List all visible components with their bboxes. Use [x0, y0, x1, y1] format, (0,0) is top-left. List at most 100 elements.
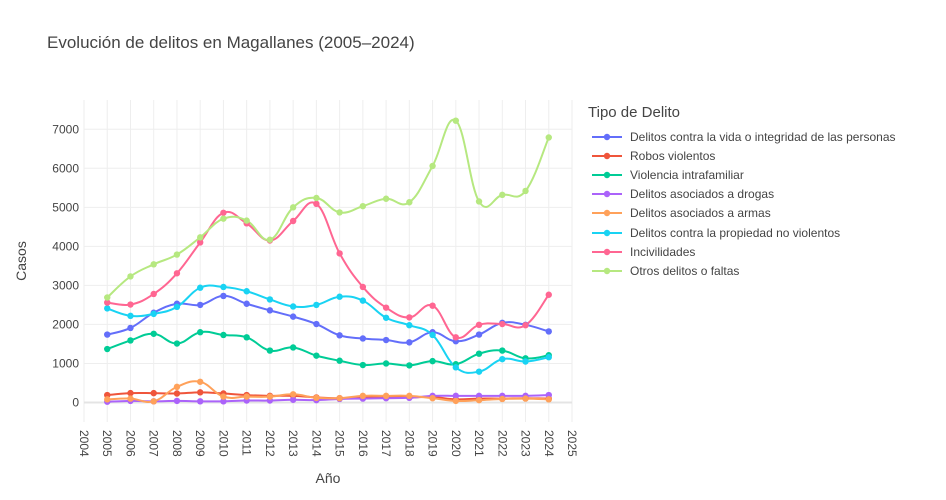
data-point[interactable] — [406, 362, 413, 369]
data-point[interactable] — [359, 392, 367, 400]
data-point[interactable] — [406, 199, 413, 206]
data-point[interactable] — [289, 204, 297, 211]
data-point[interactable] — [289, 313, 297, 320]
data-point[interactable] — [266, 307, 274, 314]
data-point[interactable] — [382, 336, 390, 344]
data-point[interactable] — [173, 397, 181, 405]
data-point[interactable] — [359, 202, 367, 210]
data-point[interactable] — [359, 283, 367, 291]
data-point[interactable] — [127, 324, 134, 332]
data-point[interactable] — [104, 305, 111, 312]
data-point[interactable] — [196, 378, 204, 385]
data-point[interactable] — [406, 339, 413, 346]
data-point[interactable] — [313, 320, 320, 328]
data-point[interactable] — [220, 331, 227, 339]
data-point[interactable] — [313, 194, 320, 202]
data-point[interactable] — [127, 389, 134, 397]
legend-item[interactable]: Delitos contra la vida o integridad de l… — [588, 127, 896, 146]
data-point[interactable] — [545, 134, 552, 141]
data-point[interactable] — [313, 301, 320, 309]
data-point[interactable] — [104, 345, 111, 353]
data-point[interactable] — [499, 320, 506, 328]
data-point[interactable] — [452, 392, 460, 400]
data-point[interactable] — [196, 389, 204, 396]
data-point[interactable] — [382, 195, 390, 202]
data-point[interactable] — [104, 294, 111, 301]
data-point[interactable] — [104, 331, 111, 338]
data-point[interactable] — [220, 398, 227, 405]
data-point[interactable] — [452, 364, 460, 371]
data-point[interactable] — [336, 357, 343, 364]
data-point[interactable] — [382, 392, 390, 400]
data-point[interactable] — [382, 304, 390, 311]
data-point[interactable] — [220, 215, 227, 222]
data-point[interactable] — [243, 217, 250, 224]
legend-item[interactable]: Delitos contra la propiedad no violentos — [588, 223, 896, 242]
data-point[interactable] — [336, 394, 343, 402]
data-point[interactable] — [429, 331, 436, 339]
data-point[interactable] — [196, 398, 204, 405]
data-point[interactable] — [359, 361, 367, 369]
data-point[interactable] — [266, 347, 274, 354]
data-point[interactable] — [545, 328, 552, 335]
legend-item[interactable]: Robos violentos — [588, 146, 896, 165]
data-point[interactable] — [336, 209, 343, 216]
data-point[interactable] — [150, 389, 157, 397]
data-point[interactable] — [266, 393, 274, 400]
legend-item[interactable]: Delitos asociados a armas — [588, 204, 896, 223]
data-point[interactable] — [127, 301, 134, 308]
data-point[interactable] — [289, 396, 297, 403]
data-point[interactable] — [150, 290, 157, 298]
data-point[interactable] — [196, 234, 204, 241]
data-point[interactable] — [406, 314, 413, 321]
data-point[interactable] — [313, 352, 320, 359]
data-point[interactable] — [313, 200, 320, 208]
data-point[interactable] — [173, 303, 181, 311]
data-point[interactable] — [150, 310, 157, 318]
series-line[interactable] — [107, 201, 550, 339]
data-point[interactable] — [150, 398, 157, 405]
data-point[interactable] — [220, 209, 227, 216]
data-point[interactable] — [452, 334, 460, 341]
data-point[interactable] — [173, 390, 181, 397]
data-point[interactable] — [289, 303, 297, 310]
legend-item[interactable]: Incivilidades — [588, 242, 896, 261]
data-point[interactable] — [336, 250, 343, 257]
data-point[interactable] — [196, 301, 204, 309]
data-point[interactable] — [150, 330, 157, 337]
data-point[interactable] — [475, 396, 483, 404]
data-point[interactable] — [336, 293, 343, 300]
data-point[interactable] — [243, 300, 250, 307]
data-point[interactable] — [522, 187, 529, 195]
legend-item[interactable]: Otros delitos o faltas — [588, 261, 896, 280]
data-point[interactable] — [499, 395, 506, 403]
data-point[interactable] — [475, 331, 483, 338]
data-point[interactable] — [243, 334, 250, 341]
data-point[interactable] — [196, 239, 204, 246]
data-point[interactable] — [522, 358, 529, 365]
series-line[interactable] — [106, 294, 550, 344]
data-point[interactable] — [243, 393, 250, 400]
data-point[interactable] — [522, 395, 529, 402]
data-point[interactable] — [173, 270, 181, 277]
data-point[interactable] — [475, 198, 483, 205]
data-point[interactable] — [243, 288, 250, 295]
data-point[interactable] — [220, 393, 227, 400]
data-point[interactable] — [499, 347, 506, 354]
data-point[interactable] — [452, 397, 460, 405]
data-point[interactable] — [429, 394, 436, 402]
data-point[interactable] — [359, 335, 367, 342]
legend-item[interactable]: Delitos asociados a drogas — [588, 185, 896, 204]
series-line[interactable] — [106, 118, 550, 299]
data-point[interactable] — [104, 299, 111, 306]
data-point[interactable] — [452, 117, 460, 124]
data-point[interactable] — [196, 329, 204, 336]
data-point[interactable] — [220, 283, 227, 291]
data-point[interactable] — [359, 297, 367, 304]
data-point[interactable] — [127, 273, 134, 280]
data-point[interactable] — [196, 284, 204, 291]
data-point[interactable] — [382, 360, 390, 367]
data-point[interactable] — [406, 392, 413, 400]
data-point[interactable] — [127, 395, 134, 402]
series-line[interactable] — [106, 330, 549, 367]
